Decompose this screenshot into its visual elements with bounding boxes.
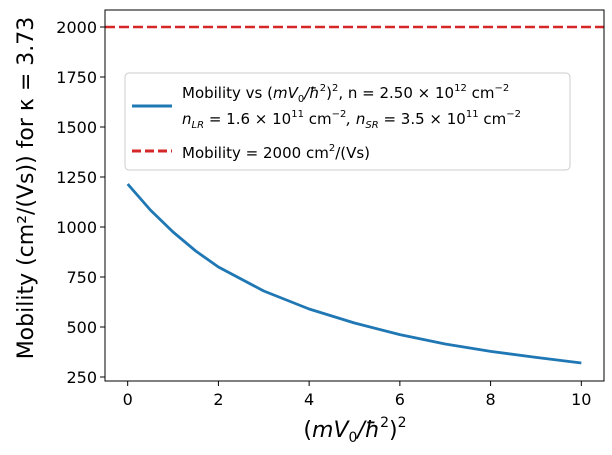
y-tick-label: 1000 (56, 218, 97, 237)
legend: Mobility vs (mV0/ħ2)2, n = 2.50 × 1012 c… (124, 72, 571, 171)
legend-box (124, 72, 571, 171)
series-line-mobility-curve (126, 183, 582, 365)
x-tick-label: 8 (485, 390, 495, 409)
y-tick-label: 750 (66, 268, 97, 287)
x-axis-label: (mV0/ħ2)2 (303, 415, 406, 446)
legend-entry-mobility-curve-line2: nLR = 1.6 × 1011 cm−2, nSR = 3.5 × 1011 … (182, 109, 521, 131)
plot-frame (104, 9, 605, 382)
y-tick-label: 1500 (56, 118, 97, 137)
y-axis-label: Mobility (cm²/(Vs)) for κ = 3.73 (14, 17, 39, 360)
y-tick-label: 1750 (56, 68, 97, 87)
x-tick-label: 10 (571, 390, 591, 409)
legend-entry-mobility-2000: Mobility = 2000 cm2/(Vs) (182, 143, 370, 162)
y-tick-label: 500 (66, 318, 97, 337)
x-tick-label: 6 (395, 390, 405, 409)
y-tick-label: 1250 (56, 168, 97, 187)
x-tick-label: 4 (304, 390, 314, 409)
legend-entry-mobility-curve-line1: Mobility vs (mV0/ħ2)2, n = 2.50 × 1012 c… (182, 83, 509, 105)
x-tick-label: 0 (123, 390, 133, 409)
y-tick-label: 250 (66, 368, 97, 387)
x-tick-label: 2 (213, 390, 223, 409)
y-tick-label: 2000 (56, 18, 97, 37)
